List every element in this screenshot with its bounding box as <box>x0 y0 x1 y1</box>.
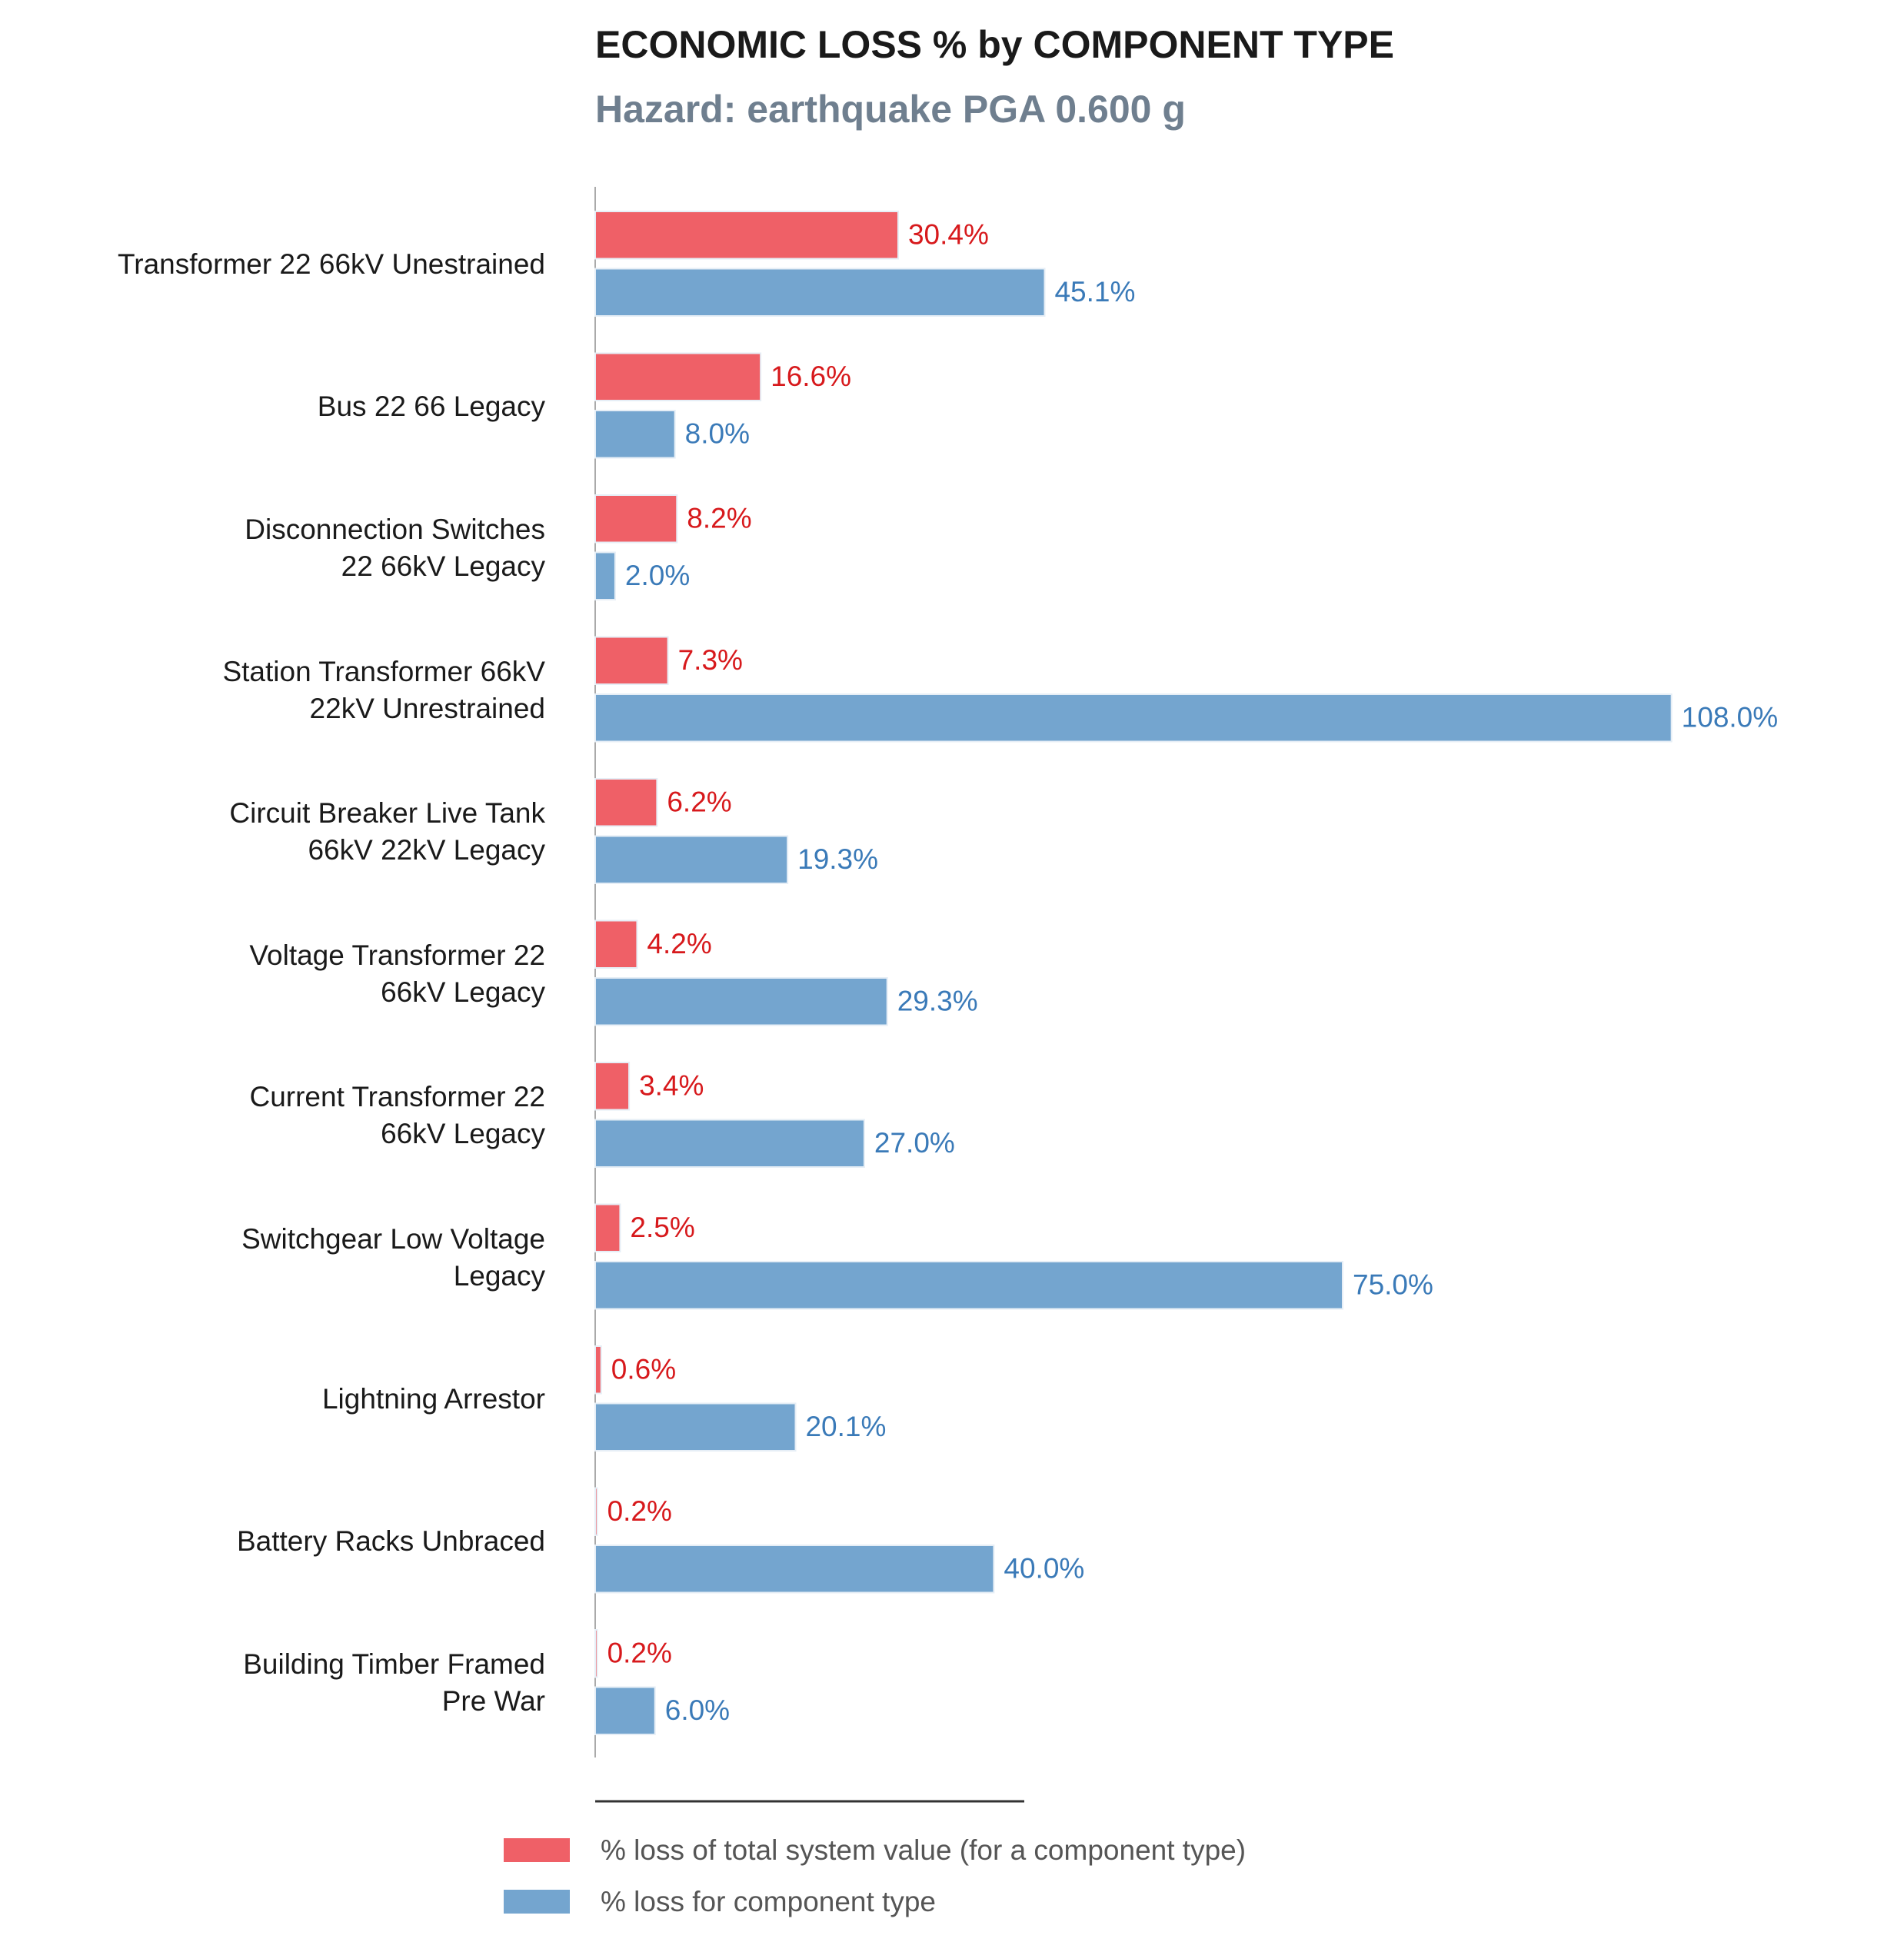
value-label: 30.4% <box>908 219 989 251</box>
value-label: 75.0% <box>1353 1269 1433 1301</box>
value-label: 6.2% <box>667 786 731 818</box>
y-tick-label: Switchgear Low Voltage Legacy <box>241 1222 545 1292</box>
bar <box>594 1545 995 1594</box>
bar <box>594 352 762 401</box>
value-label: 2.0% <box>625 560 690 591</box>
value-label: 29.3% <box>897 986 978 1017</box>
value-label: 2.5% <box>630 1212 694 1243</box>
legend-label: % loss for component type <box>601 1886 936 1917</box>
bar <box>594 1203 621 1252</box>
value-label: 40.0% <box>1004 1553 1084 1585</box>
y-tick-label: Battery Racks Unbraced <box>236 1525 545 1557</box>
y-tick-label: Circuit Breaker Live Tank 66kV 22kV Lega… <box>229 797 545 866</box>
y-tick-label: Current Transformer 22 66kV Legacy <box>249 1081 545 1149</box>
bar <box>594 1402 797 1452</box>
bar <box>594 1119 865 1168</box>
chart-title: ECONOMIC LOSS % by COMPONENT TYPE <box>595 23 1394 66</box>
bar <box>594 1629 598 1678</box>
y-tick-label: Disconnection Switches 22 66kV Legacy <box>245 514 545 582</box>
bar <box>594 1345 602 1395</box>
bar <box>594 1062 631 1111</box>
y-tick-label: Station Transformer 66kV 22kV Unrestrain… <box>222 655 545 724</box>
bar <box>594 410 676 459</box>
y-tick-label: Building Timber Framed Pre War <box>243 1648 545 1717</box>
bar <box>594 1261 1343 1310</box>
bar <box>594 636 669 685</box>
value-label: 19.3% <box>797 843 878 875</box>
value-label: 20.1% <box>805 1411 886 1442</box>
value-label: 0.2% <box>607 1495 672 1527</box>
chart-subtitle: Hazard: earthquake PGA 0.600 g <box>595 88 1186 131</box>
bar <box>594 835 789 884</box>
bar <box>594 551 616 600</box>
bar <box>594 693 1673 743</box>
value-label: 8.2% <box>687 503 751 534</box>
y-tick-label: Bus 22 66 Legacy <box>317 390 545 422</box>
value-label: 108.0% <box>1682 702 1779 733</box>
value-label: 45.1% <box>1054 276 1135 308</box>
y-tick-label: Transformer 22 66kV Unestrained <box>118 248 545 280</box>
bar <box>594 1686 656 1735</box>
bar <box>594 494 678 544</box>
value-label: 4.2% <box>647 928 711 959</box>
legend-label: % loss of total system value (for a comp… <box>601 1834 1246 1866</box>
y-tick-label: Voltage Transformer 22 66kV Legacy <box>249 939 545 1008</box>
bar <box>594 977 888 1026</box>
bar <box>594 778 658 827</box>
bar <box>594 919 638 969</box>
value-label: 16.6% <box>771 361 851 392</box>
value-label: 8.0% <box>685 418 750 450</box>
value-label: 0.2% <box>607 1638 672 1669</box>
value-label: 3.4% <box>639 1070 704 1102</box>
legend-swatch <box>504 1838 570 1862</box>
bar <box>594 1487 598 1536</box>
bar <box>594 268 1046 317</box>
value-label: 27.0% <box>874 1127 955 1159</box>
value-label: 6.0% <box>665 1694 730 1726</box>
bar <box>594 211 899 260</box>
value-label: 7.3% <box>678 644 743 676</box>
value-label: 0.6% <box>611 1354 676 1385</box>
legend-swatch <box>504 1890 570 1914</box>
y-tick-label: Lightning Arrestor <box>321 1383 545 1415</box>
